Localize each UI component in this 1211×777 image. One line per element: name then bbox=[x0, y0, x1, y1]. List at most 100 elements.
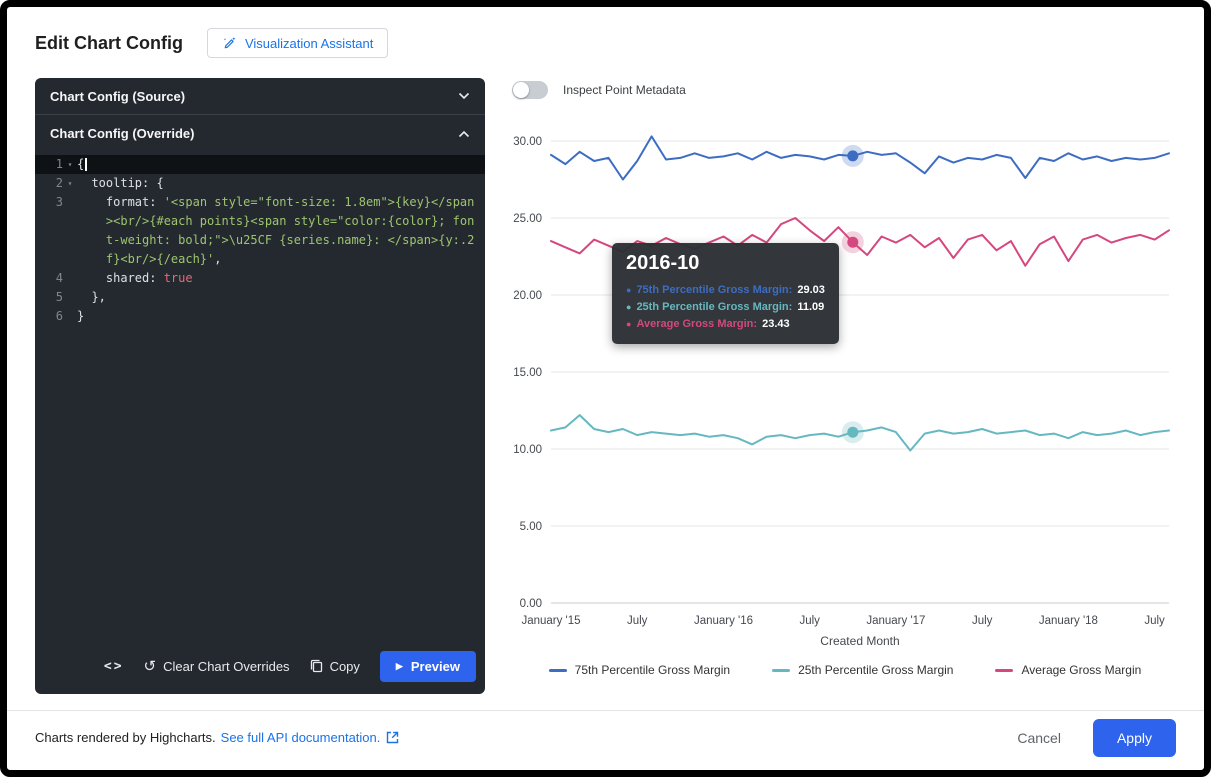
x-tick-label: January '17 bbox=[866, 615, 925, 627]
chart-config-editor-panel: Chart Config (Source) Chart Config (Over… bbox=[35, 78, 485, 694]
visualization-assistant-label: Visualization Assistant bbox=[244, 35, 374, 51]
chevron-down-icon bbox=[458, 92, 470, 100]
code-toggle-button[interactable]: <> bbox=[104, 659, 124, 674]
legend-label: Average Gross Margin bbox=[1021, 663, 1142, 677]
y-tick-label: 20.00 bbox=[513, 290, 542, 302]
highcharts-credit: Charts rendered by Highcharts. bbox=[35, 730, 216, 745]
code-text: format: '<span style="font-size: 1.8em">… bbox=[77, 195, 475, 266]
series-bullet-icon: ● bbox=[626, 285, 632, 295]
chart-tooltip: 2016-10 ● 75th Percentile Gross Margin: 29… bbox=[612, 243, 839, 344]
x-tick-label: July bbox=[1144, 615, 1165, 627]
tooltip-rows: ● 75th Percentile Gross Margin: 29.03 ● 25th… bbox=[626, 282, 825, 333]
code-editor[interactable]: 1 ▾ {2 ▾ tooltip: {3 format: '<span style="… bbox=[35, 152, 485, 644]
tooltip-series-label: Average Gross Margin: bbox=[636, 318, 758, 330]
fold-gutter bbox=[63, 307, 77, 326]
toggle-knob-icon bbox=[513, 82, 529, 98]
selected-point[interactable] bbox=[847, 236, 859, 248]
y-tick-label: 30.00 bbox=[513, 136, 542, 148]
fold-gutter bbox=[63, 269, 77, 288]
history-icon: ↺ bbox=[143, 657, 157, 675]
legend-label: 25th Percentile Gross Margin bbox=[798, 663, 954, 677]
chart-panel: Inspect Point Metadata 0.00 5.00 10.00 15.0… bbox=[505, 80, 1185, 677]
play-icon: ▶ bbox=[395, 660, 403, 671]
fold-arrow-icon[interactable]: ▾ bbox=[67, 179, 73, 188]
inspect-toggle-label: Inspect Point Metadata bbox=[563, 83, 686, 97]
x-tick-label: July bbox=[799, 615, 820, 627]
line-number: 1 bbox=[55, 157, 63, 171]
tooltip-row: ● Average Gross Margin: 23.43 bbox=[626, 316, 825, 333]
code-text: }, bbox=[77, 290, 106, 304]
apply-button[interactable]: Apply bbox=[1092, 718, 1176, 757]
editor-toolbar: <> ↺ Clear Chart Overrides Copy ▶ Previe… bbox=[35, 644, 485, 694]
clear-overrides-label: Clear Chart Overrides bbox=[163, 658, 290, 674]
tooltip-series-label: 25th Percentile Gross Margin: bbox=[636, 301, 793, 313]
chart-container: 0.00 5.00 10.00 15.00 20.00 25.00 30.00 January… bbox=[505, 115, 1185, 655]
line-number: 4 bbox=[55, 271, 63, 285]
legend-label: 75th Percentile Gross Margin bbox=[574, 663, 731, 677]
visualization-assistant-button[interactable]: Visualization Assistant bbox=[206, 28, 389, 58]
cancel-button[interactable]: Cancel bbox=[1009, 724, 1069, 752]
series-line[interactable] bbox=[550, 414, 1170, 452]
line-number: 5 bbox=[55, 290, 63, 304]
page-title: Edit Chart Config bbox=[35, 32, 183, 53]
legend-line-icon bbox=[995, 668, 1014, 672]
code-line[interactable]: 1 ▾ { bbox=[35, 155, 485, 174]
code-icon: <> bbox=[103, 658, 124, 674]
code-text: shared: true bbox=[77, 271, 193, 285]
code-line[interactable]: 5 }, bbox=[35, 288, 485, 307]
selected-point[interactable] bbox=[847, 426, 859, 438]
copy-button[interactable]: Copy bbox=[310, 659, 360, 674]
section-chart-config-override[interactable]: Chart Config (Override) bbox=[35, 115, 485, 152]
copy-label: Copy bbox=[329, 658, 360, 674]
series-bullet-icon: ● bbox=[626, 302, 632, 312]
clear-overrides-button[interactable]: ↺ Clear Chart Overrides bbox=[144, 659, 290, 674]
preview-button[interactable]: ▶ Preview bbox=[379, 650, 476, 682]
api-doc-link[interactable]: See full API documentation. bbox=[221, 730, 400, 745]
line-number: 3 bbox=[55, 195, 63, 209]
line-number: 6 bbox=[55, 309, 63, 323]
series-line[interactable] bbox=[550, 135, 1170, 181]
tooltip-series-value: 23.43 bbox=[762, 318, 790, 330]
code-line[interactable]: 4 shared: true bbox=[35, 269, 485, 288]
dialog-header: Edit Chart Config Visualization Assistan… bbox=[35, 28, 389, 58]
section-source-label: Chart Config (Source) bbox=[50, 88, 186, 104]
preview-label: Preview bbox=[410, 658, 460, 674]
tooltip-series-value: 11.09 bbox=[797, 301, 825, 313]
code-line[interactable]: 2 ▾ tooltip: { bbox=[35, 174, 485, 193]
code-line[interactable]: 3 format: '<span style="font-size: 1.8em… bbox=[35, 193, 485, 269]
copy-icon bbox=[310, 659, 323, 673]
legend-item[interactable]: 25th Percentile Gross Margin bbox=[772, 663, 953, 677]
fold-gutter bbox=[63, 193, 77, 269]
inspect-toggle-row: Inspect Point Metadata bbox=[512, 80, 1185, 100]
x-tick-label: July bbox=[627, 615, 648, 627]
external-link-icon bbox=[386, 731, 399, 744]
x-tick-label: January '18 bbox=[1039, 615, 1098, 627]
text-cursor bbox=[85, 158, 88, 171]
line-chart[interactable]: 0.00 5.00 10.00 15.00 20.00 25.00 30.00 January… bbox=[505, 115, 1181, 655]
tooltip-row: ● 25th Percentile Gross Margin: 11.09 bbox=[626, 299, 825, 316]
code-text: } bbox=[77, 309, 85, 323]
section-chart-config-source[interactable]: Chart Config (Source) bbox=[35, 78, 485, 115]
dialog-footer: Charts rendered by Highcharts. See full … bbox=[7, 710, 1204, 764]
code-text: { bbox=[77, 155, 485, 174]
x-axis-title: Created Month bbox=[820, 634, 899, 648]
section-override-label: Chart Config (Override) bbox=[50, 126, 195, 141]
tooltip-title: 2016-10 bbox=[626, 252, 700, 274]
fold-arrow-icon[interactable]: ▾ bbox=[67, 160, 73, 169]
tooltip-series-value: 29.03 bbox=[797, 284, 825, 296]
inspect-metadata-toggle[interactable] bbox=[512, 81, 548, 99]
legend-line-icon bbox=[772, 668, 791, 672]
series-bullet-icon: ● bbox=[626, 319, 632, 329]
fold-gutter bbox=[63, 288, 77, 307]
y-tick-label: 0.00 bbox=[520, 598, 542, 610]
tooltip-series-label: 75th Percentile Gross Margin: bbox=[636, 284, 793, 296]
tooltip-row: ● 75th Percentile Gross Margin: 29.03 bbox=[626, 282, 825, 299]
legend-item[interactable]: 75th Percentile Gross Margin bbox=[548, 663, 731, 677]
legend-line-icon bbox=[548, 668, 567, 672]
selected-point[interactable] bbox=[847, 150, 859, 162]
chevron-up-icon bbox=[458, 130, 470, 138]
legend-item[interactable]: Average Gross Margin bbox=[995, 663, 1141, 677]
x-tick-label: January '16 bbox=[694, 615, 753, 627]
code-line[interactable]: 6} bbox=[35, 307, 485, 326]
